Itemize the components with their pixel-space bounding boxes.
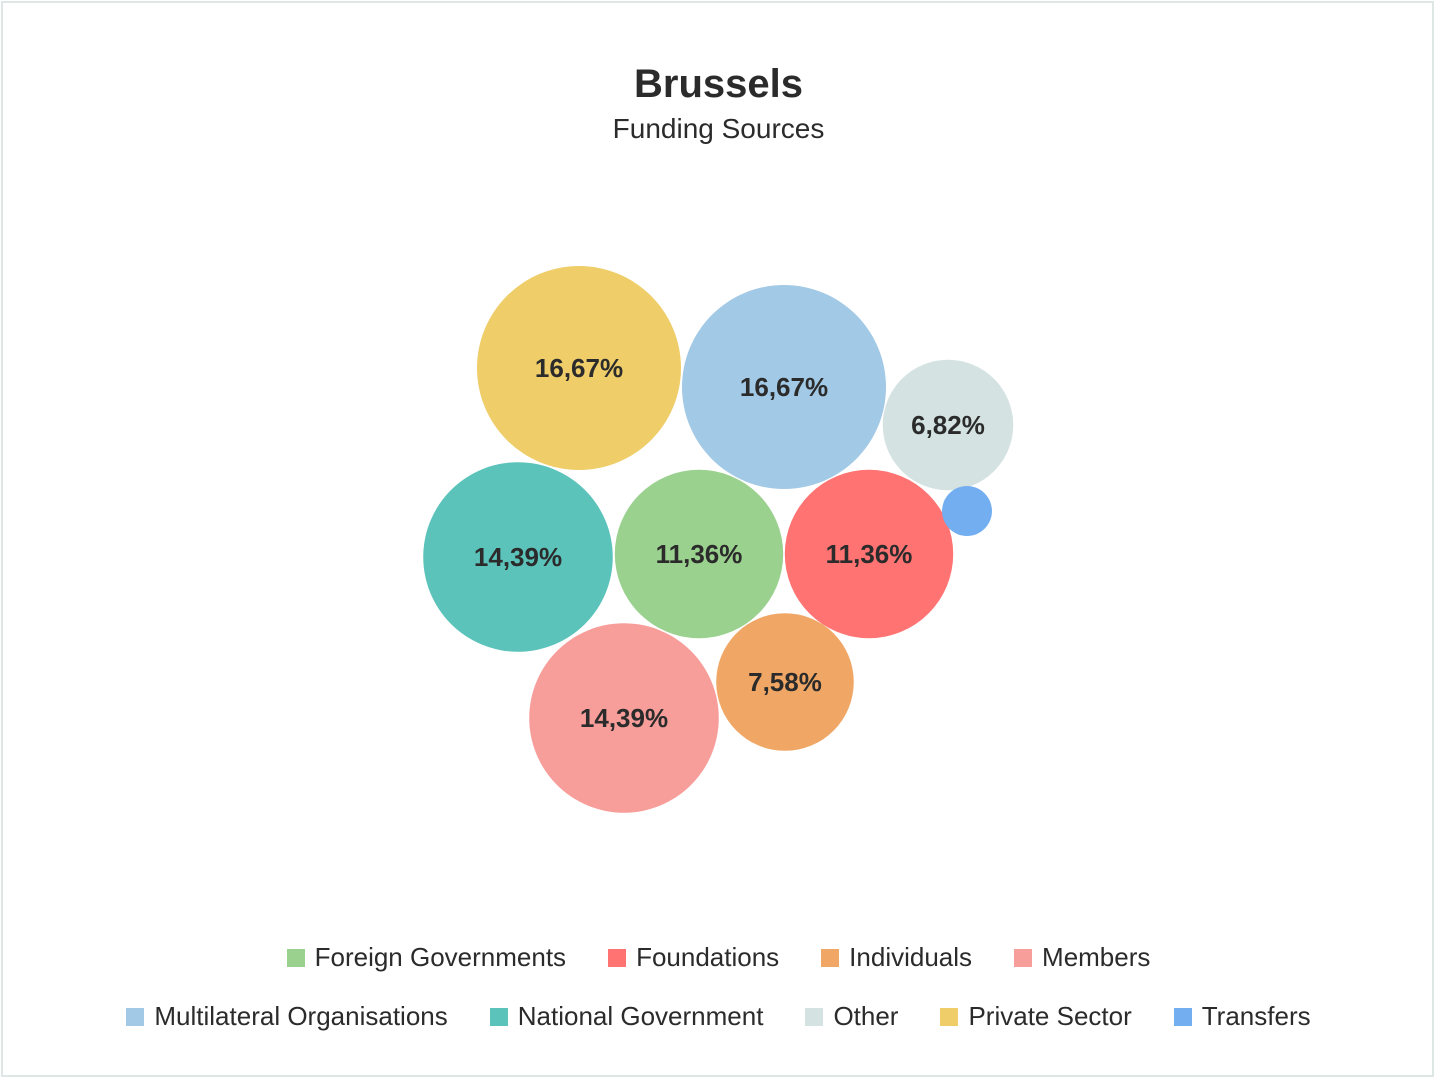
bubble-label-members: 14,39% bbox=[580, 703, 668, 733]
legend-swatch bbox=[805, 1007, 824, 1026]
legend-item-foreign-governments[interactable]: Foreign Governments bbox=[286, 942, 567, 973]
bubble-foreign-governments[interactable] bbox=[614, 469, 784, 639]
legend-item-individuals[interactable]: Individuals bbox=[821, 942, 972, 973]
legend-item-members[interactable]: Members bbox=[1014, 942, 1150, 973]
bubble-label-private-sector: 16,67% bbox=[535, 353, 623, 383]
bubble-members[interactable] bbox=[529, 623, 719, 813]
bubble-label-national-government: 14,39% bbox=[474, 542, 562, 572]
legend-label: Transfers bbox=[1201, 1001, 1311, 1031]
bubble-foundations[interactable] bbox=[784, 469, 954, 639]
bubble-transfers[interactable] bbox=[942, 486, 992, 536]
bubble-label-multilateral-organisations: 16,67% bbox=[740, 372, 828, 402]
legend-item-private-sector[interactable]: Private Sector bbox=[940, 1001, 1132, 1032]
legend-row: Multilateral Organisations National Gover… bbox=[0, 1001, 1437, 1032]
legend-swatch bbox=[940, 1007, 959, 1026]
legend-swatch bbox=[126, 1007, 145, 1026]
legend-swatch bbox=[821, 948, 840, 967]
legend-label: Foundations bbox=[636, 942, 780, 972]
legend-item-multilateral-organisations[interactable]: Multilateral Organisations bbox=[126, 1001, 448, 1032]
legend-item-national-government[interactable]: National Government bbox=[489, 1001, 764, 1032]
legend-item-other[interactable]: Other bbox=[805, 1001, 898, 1032]
legend-label: Other bbox=[833, 1001, 899, 1031]
bubble-label-individuals: 7,58% bbox=[748, 667, 822, 697]
legend-label: Members bbox=[1042, 942, 1151, 972]
bubble-multilateral-organisations[interactable] bbox=[682, 285, 886, 489]
bubble-label-foundations: 11,36% bbox=[826, 539, 913, 569]
legend-label: Multilateral Organisations bbox=[154, 1001, 448, 1031]
legend-item-transfers[interactable]: Transfers bbox=[1173, 1001, 1311, 1032]
legend-swatch bbox=[608, 948, 627, 967]
legend-swatch bbox=[286, 948, 305, 967]
chart-subtitle: Funding Sources bbox=[612, 113, 825, 144]
legend-label: Foreign Governments bbox=[314, 942, 567, 972]
bubble-other[interactable] bbox=[882, 359, 1014, 491]
bubble-private-sector[interactable] bbox=[477, 266, 681, 470]
bubble-label-foreign-governments: 11,36% bbox=[656, 539, 743, 569]
legend-item-foundations[interactable]: Foundations bbox=[608, 942, 779, 973]
bubble-label-other: 6,82% bbox=[911, 410, 985, 440]
legend-swatch bbox=[489, 1007, 508, 1026]
legend-swatch bbox=[1173, 1007, 1192, 1026]
bubble-national-government[interactable] bbox=[423, 462, 613, 652]
legend-swatch bbox=[1014, 948, 1033, 967]
legend-label: National Government bbox=[517, 1001, 764, 1031]
legend-row: Foreign Governments Foundations Individual… bbox=[0, 942, 1437, 973]
bubble-individuals[interactable] bbox=[716, 613, 854, 751]
legend-label: Individuals bbox=[849, 942, 973, 972]
chart-title: Brussels bbox=[634, 62, 803, 106]
legend-label: Private Sector bbox=[968, 1001, 1132, 1031]
